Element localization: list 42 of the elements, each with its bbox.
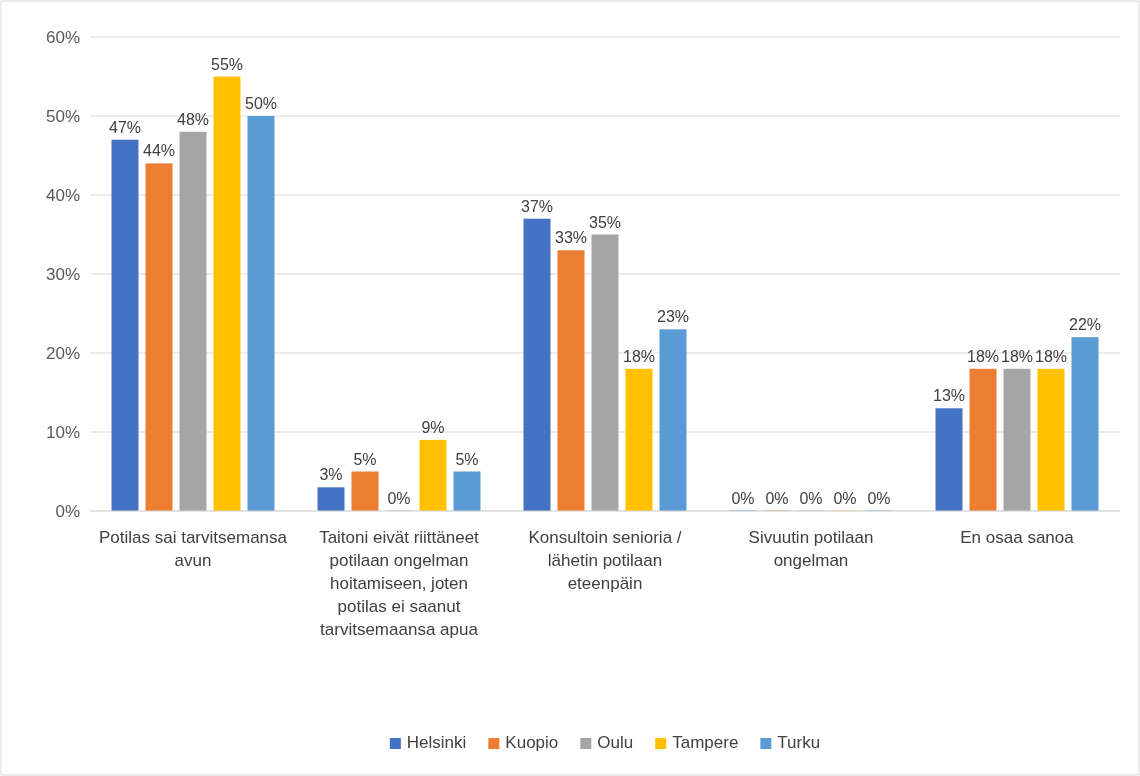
data-label: 5% [353,450,377,468]
data-label: 18% [622,347,656,365]
data-label: 0% [387,490,411,507]
data-label: 0% [799,490,823,507]
legend-label: Helsinki [406,733,467,752]
data-label: 0% [833,490,857,507]
data-label: 33% [554,229,588,247]
data-label: 50% [244,95,278,112]
x-tick-label: Konsultoin senioria / lähetin potilaan eteenpäin [528,528,682,593]
x-tick-label: Potilas sai tarvitsemansa avun [98,528,288,570]
data-label: 9% [421,418,445,436]
y-tick-label: 30% [45,264,80,284]
y-tick-label: 40% [45,185,80,205]
legend-label: Turku [777,733,821,752]
data-label: 47% [108,118,142,136]
data-label: 0% [867,490,891,507]
data-label: 18% [1000,347,1034,365]
x-tick-label: En osaa sanoa [960,528,1075,547]
data-label: 5% [455,450,479,468]
data-label: 22% [1068,316,1102,334]
data-label: 0% [731,490,755,507]
data-label: 0% [765,490,789,507]
legend-label: Kuopio [505,733,559,752]
legend-label: Oulu [597,733,634,752]
data-label: 18% [966,347,1000,365]
data-label: 44% [142,142,176,160]
data-label: 35% [588,213,622,231]
data-label: 48% [176,110,210,128]
x-tick-label: Taitoni eivät riittäneet potilaan ongelman hoitamiseen, joten potilas ei saanut tarvitsemaansa apua [319,528,480,639]
y-tick-label: 20% [45,343,80,363]
data-label: 13% [932,387,966,405]
y-tick-label: 60% [45,27,80,47]
y-tick-label: 50% [45,106,80,126]
data-label: 3% [319,466,343,484]
y-tick-label: 0% [55,501,80,521]
data-label: 37% [520,197,554,215]
data-label: 55% [210,55,244,73]
data-label: 23% [656,308,690,326]
y-tick-label: 10% [45,422,80,442]
data-label: 18% [1034,347,1068,365]
legend-label: Tampere [672,733,739,752]
x-tick-label: Sivuutin potilaan ongelman [748,528,874,570]
